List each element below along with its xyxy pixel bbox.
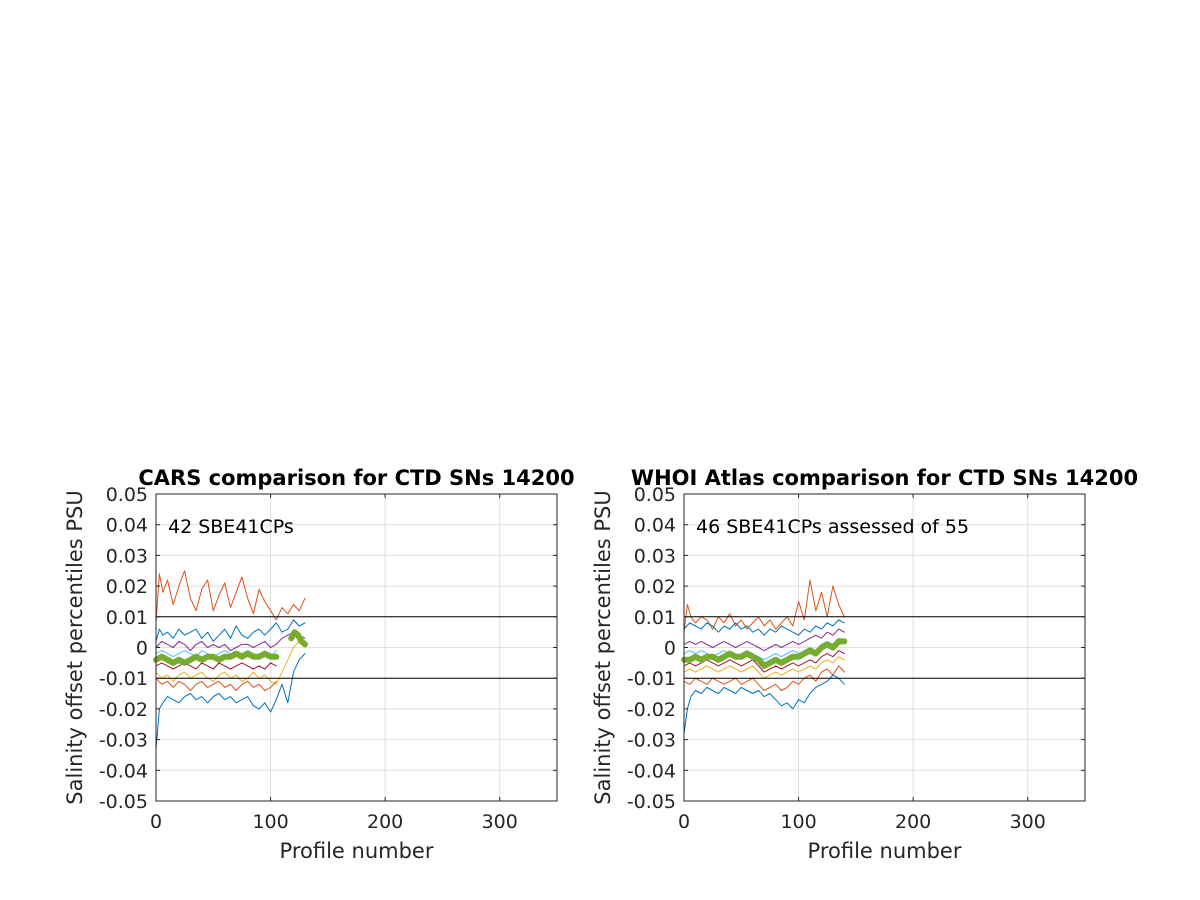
count-annotation: 46 SBE41CPs assessed of 55 [696, 516, 969, 538]
x-tick-label: 300 [1010, 811, 1046, 833]
y-tick-label: 0.03 [634, 545, 676, 567]
y-tick-label: 0.01 [106, 607, 148, 629]
y-tick-label: 0.05 [106, 484, 148, 506]
y-axis-label: Salinity offset percentiles PSU [63, 490, 87, 804]
y-tick-label: -0.05 [627, 791, 676, 813]
percentile-series-line-2 [155, 619, 306, 642]
x-tick-label: 0 [150, 811, 162, 833]
y-tick-label: 0.04 [106, 515, 148, 537]
percentile-series-line-7 [155, 677, 277, 691]
x-axis-label: Profile number [808, 839, 962, 863]
x-tick-label: 100 [780, 811, 816, 833]
y-tick-label: -0.03 [99, 730, 148, 752]
y-tick-label: 0.02 [106, 576, 148, 598]
y-tick-label: -0.04 [99, 760, 148, 782]
y-tick-label: -0.02 [627, 699, 676, 721]
percentile-series-line-1 [155, 570, 306, 624]
x-tick-label: 300 [482, 811, 518, 833]
percentile-series-line-3 [155, 631, 306, 652]
y-tick-label: 0 [136, 638, 148, 660]
percentile-series-line-5 [155, 662, 277, 670]
y-tick-label: 0.02 [634, 576, 676, 598]
y-tick-label: 0.03 [106, 545, 148, 567]
percentile-series-line-8 [683, 674, 845, 734]
percentile-series-line-8 [155, 653, 306, 750]
chart-title: CARS comparison for CTD SNs 14200 [138, 466, 574, 490]
chart-title: WHOI Atlas comparison for CTD SNs 14200 [631, 466, 1138, 490]
x-tick-label: 200 [895, 811, 931, 833]
x-tick-label: 0 [678, 811, 690, 833]
chart-panel-2: 0 100 200 300 -0.05 -0.04 -0.03 -0.02 -0.01 0 0.01… [591, 466, 1138, 863]
y-tick-label: -0.03 [627, 730, 676, 752]
y-tick-label: 0.01 [634, 607, 676, 629]
percentile-series-line-3 [683, 628, 845, 652]
y-tick-label: -0.02 [99, 699, 148, 721]
y-tick-label: 0 [664, 638, 676, 660]
percentile-series-line-2 [683, 619, 845, 636]
y-tick-label: 0.05 [634, 484, 676, 506]
x-tick-label: 200 [367, 811, 403, 833]
chart-panel-1: 0 100 200 300 -0.05 -0.04 -0.03 -0.02 -0.01 0 0.01… [63, 466, 575, 863]
median-series-line-10 [288, 629, 308, 648]
y-axis-label: Salinity offset percentiles PSU [591, 490, 615, 804]
y-tick-label: -0.05 [99, 791, 148, 813]
median-series-line-9 [681, 638, 848, 669]
count-annotation: 42 SBE41CPs [168, 516, 294, 538]
x-axis-label: Profile number [280, 839, 434, 863]
x-tick-label: 100 [252, 811, 288, 833]
y-tick-label: -0.04 [627, 760, 676, 782]
y-tick-label: 0.04 [634, 515, 676, 537]
percentile-series-line-1 [683, 579, 845, 633]
percentile-series-line-5 [683, 650, 845, 673]
median-series-line-9 [153, 650, 280, 666]
y-tick-label: -0.01 [627, 668, 676, 690]
y-tick-label: -0.01 [99, 668, 148, 690]
